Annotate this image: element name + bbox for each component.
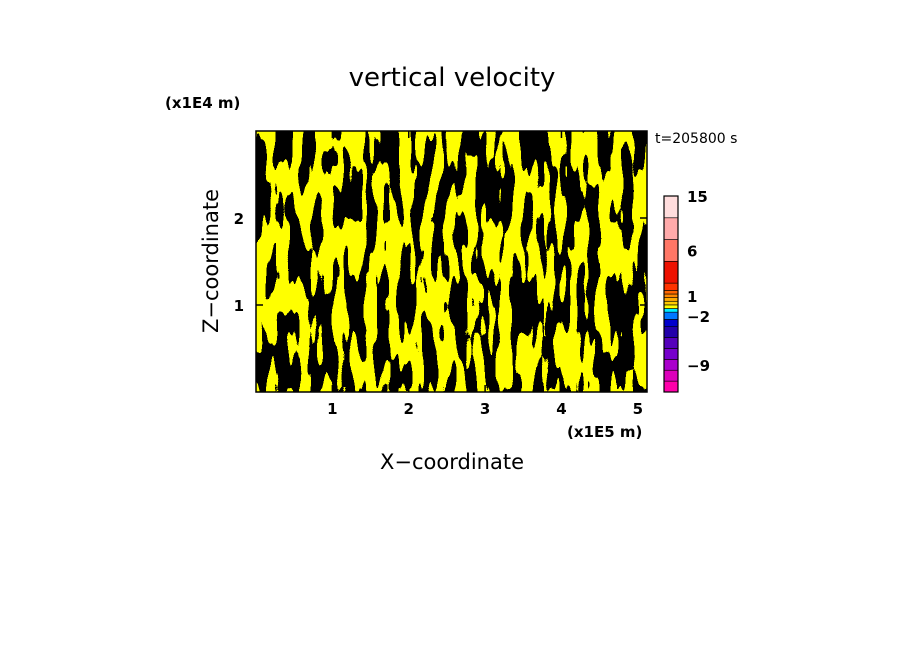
colorbar-swatch [663,369,679,382]
colorbar-swatch [663,217,679,240]
colorbar-tick-label: −9 [687,357,710,375]
colorbar: −9 −2 1 6 15 [663,188,710,393]
colorbar-swatch [663,359,679,371]
colorbar-swatch [663,348,679,360]
y-tick-label: 2 [234,210,244,228]
time-label: t=205800 s [655,131,737,147]
colorbar-swatch [663,195,679,219]
y-tick-label: 1 [234,297,244,315]
colorbar-frame [663,195,679,393]
colorbar-swatch [663,308,679,313]
x-unit-label: (x1E5 m) [567,423,642,441]
colorbar-swatch [663,282,679,291]
x-tick-label: 5 [633,400,643,418]
colorbar-swatch [663,293,679,298]
velocity-field [256,131,647,392]
chart-title: vertical velocity [349,63,556,93]
x-tick-label: 3 [480,400,490,418]
colorbar-swatch [663,326,679,338]
y-unit-label: (x1E4 m) [165,94,240,112]
colorbar-tick-label: 15 [687,188,708,206]
x-tick-label: 4 [556,400,566,418]
colorbar-swatch [663,304,679,309]
field-texture [256,131,647,392]
plot-frame [255,130,648,393]
y-axis: 12 [234,210,647,315]
colorbar-swatch [663,337,679,349]
x-tick-label: 1 [327,400,337,418]
colorbar-swatch [663,297,679,302]
colorbar-swatch [663,311,679,320]
colorbar-tick-label: 6 [687,242,697,260]
colorbar-tick-label: 1 [687,288,697,306]
colorbar-swatch [663,261,679,284]
colorbar-swatch [663,290,679,295]
x-axis: 1 2 3 4 5 [327,131,643,418]
x-axis-title: X−coordinate [380,450,524,474]
colorbar-swatch [663,239,679,262]
colorbar-swatch [663,319,679,327]
colorbar-tick-label: −2 [687,308,710,326]
y-axis-title: Z−coordinate [199,189,223,333]
colorbar-swatch [663,300,679,306]
x-tick-label: 2 [404,400,414,418]
colorbar-swatch [663,380,679,393]
